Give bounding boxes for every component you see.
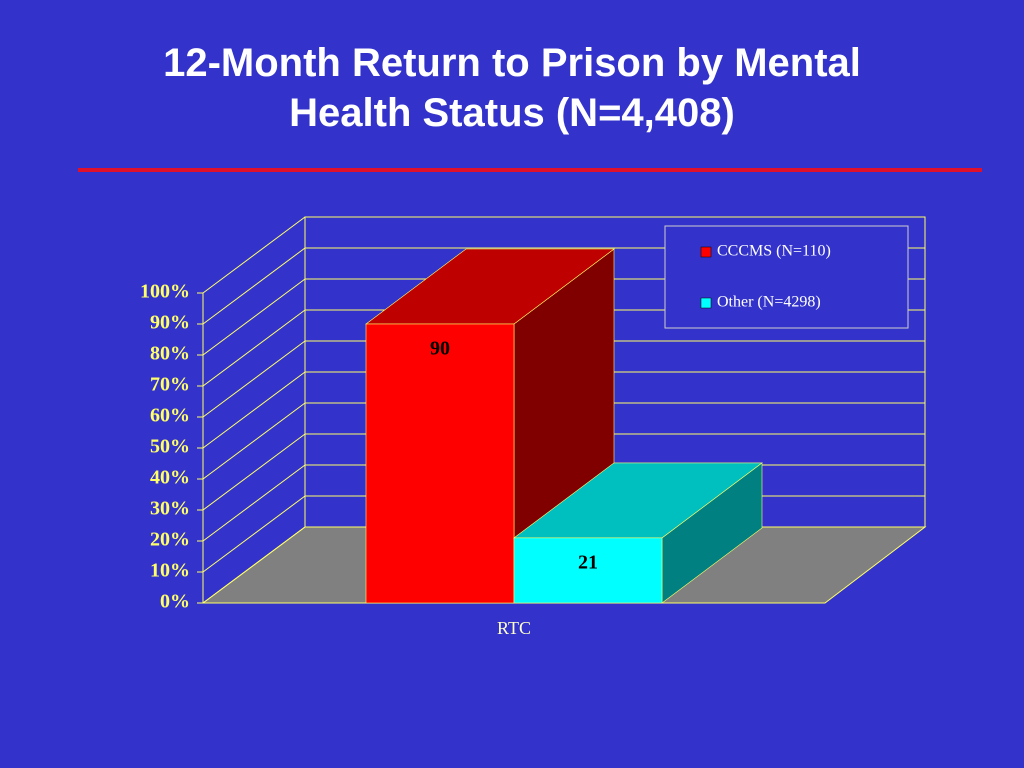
y-tick-label: 10% [150, 560, 190, 582]
side-grid-line [202, 247, 306, 325]
side-grid-line [202, 216, 306, 294]
y-tick-label: 80% [150, 343, 190, 365]
y-tick-label: 40% [150, 467, 190, 489]
legend-box [664, 225, 909, 329]
y-tick-label: 100% [140, 281, 190, 303]
legend-swatch [700, 297, 712, 309]
y-tick-label: 50% [150, 436, 190, 458]
legend-label: CCCMS (N=110) [717, 243, 831, 260]
bar [513, 537, 663, 604]
side-grid-line [202, 526, 306, 604]
side-grid-line [202, 371, 306, 449]
value-label: 90 [430, 338, 450, 360]
bar [365, 323, 515, 604]
y-tick-label: 70% [150, 374, 190, 396]
legend-swatch [700, 246, 712, 258]
title-rule [78, 168, 982, 172]
x-tick-label: RTC [497, 618, 531, 638]
side-grid-line [202, 495, 306, 573]
y-tick-label: 20% [150, 529, 190, 551]
chart-title: 12-Month Return to Prison by Mental Heal… [163, 41, 861, 135]
side-grid-line [202, 340, 306, 418]
side-grid-line [202, 464, 306, 542]
side-grid-line [202, 278, 306, 356]
legend-label: Other (N=4298) [717, 294, 821, 311]
value-label: 21 [578, 551, 598, 573]
y-tick-label: 30% [150, 498, 190, 520]
y-tick-label: 60% [150, 405, 190, 427]
y-tick-label: 90% [150, 312, 190, 334]
side-grid-line [202, 433, 306, 511]
side-grid-line [202, 402, 306, 480]
side-grid-line [202, 309, 306, 387]
y-tick-label: 0% [160, 591, 190, 613]
